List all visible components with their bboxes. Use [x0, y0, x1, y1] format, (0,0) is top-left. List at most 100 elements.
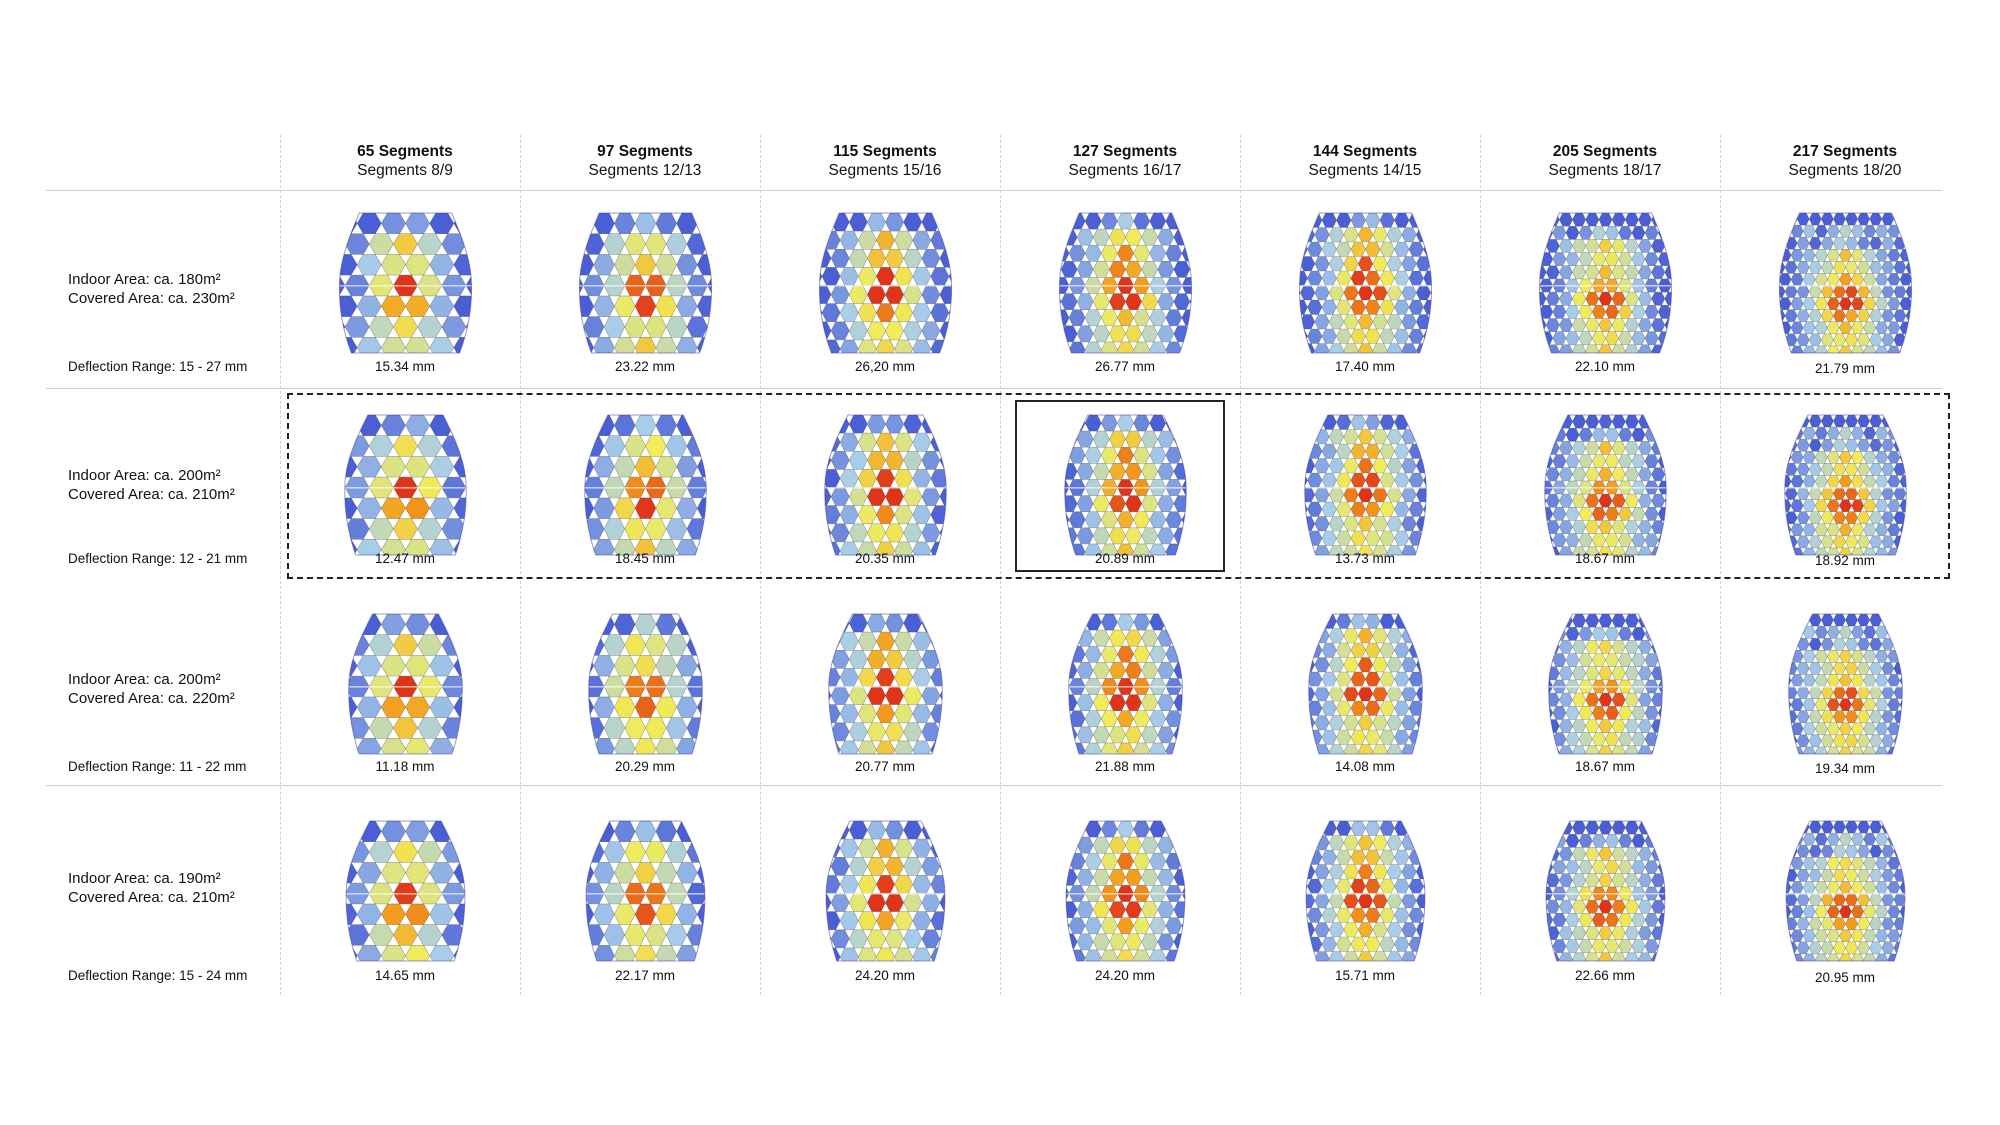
shell-segment — [867, 649, 886, 669]
shell-segment — [1863, 224, 1877, 238]
shell-segment — [583, 233, 605, 255]
shell-segment — [1415, 893, 1425, 909]
shell-deflection-map[interactable] — [573, 813, 718, 968]
shell-segment — [1321, 849, 1337, 865]
shell-deflection-map[interactable] — [1533, 407, 1678, 562]
shell-segment — [614, 295, 636, 317]
shell-deflection-map[interactable] — [1533, 606, 1678, 761]
column-header: 97 Segments Segments 12/13 — [525, 142, 765, 180]
shell-deflection-map[interactable] — [813, 813, 958, 968]
shell-segment — [586, 903, 595, 925]
shell-segment — [368, 924, 394, 946]
shell-segment — [1539, 331, 1540, 346]
shell-segment — [1572, 213, 1587, 227]
shell-segment — [1431, 745, 1438, 760]
shell-segment — [1893, 710, 1903, 724]
max-deflection-value: 20.89 mm — [1094, 551, 1156, 566]
shell-deflection-map[interactable] — [813, 205, 958, 360]
shell-deflection-map[interactable] — [1293, 813, 1438, 968]
shell-segment — [839, 668, 859, 687]
shell-segment — [1328, 285, 1345, 301]
shell-segment — [1857, 941, 1871, 955]
shell-deflection-map[interactable] — [1293, 606, 1438, 761]
shell-segment — [1827, 832, 1840, 846]
shell-segment — [1578, 225, 1593, 240]
shell-deflection-map[interactable] — [333, 606, 478, 761]
shell-segment — [1814, 224, 1828, 238]
shell-segment — [1133, 614, 1151, 631]
shell-segment — [1863, 746, 1877, 754]
shell-segment — [466, 635, 478, 656]
shell-segment — [857, 875, 877, 894]
shell-segment — [676, 337, 698, 353]
shell-segment — [1638, 926, 1652, 940]
shell-segment — [939, 321, 952, 341]
shell-segment — [1350, 213, 1366, 228]
shell-segment — [708, 925, 718, 946]
shell-segment — [1827, 321, 1840, 335]
shell-segment — [1386, 285, 1403, 301]
shell-segment — [1591, 706, 1606, 720]
shell-deflection-map[interactable] — [1053, 813, 1198, 968]
max-deflection-value: 15.71 mm — [1334, 968, 1396, 983]
shell-deflection-map[interactable] — [1773, 606, 1918, 761]
shell-segment — [1814, 929, 1828, 943]
shell-deflection-map[interactable] — [573, 407, 718, 562]
shell-deflection-map[interactable] — [573, 205, 718, 360]
column-divider — [1720, 135, 1721, 995]
shell-deflection-map[interactable] — [1053, 205, 1198, 360]
shell-deflection-map[interactable] — [1053, 606, 1198, 761]
shell-segment — [1117, 710, 1134, 728]
shell-segment — [1365, 213, 1381, 228]
shell-deflection-map[interactable] — [1773, 205, 1918, 360]
shell-segment — [1833, 213, 1846, 226]
shell-segment — [1559, 213, 1573, 227]
shell-segment — [1912, 747, 1918, 759]
shell-segment — [453, 738, 463, 754]
shell-deflection-map[interactable] — [1293, 407, 1438, 562]
shell-segment — [1181, 710, 1183, 728]
shell-segment — [1357, 314, 1374, 330]
shell-deflection-map[interactable] — [1053, 407, 1198, 562]
shell-segment — [1306, 849, 1308, 865]
selected-variant-frame[interactable] — [1015, 400, 1225, 572]
shell-segment — [1076, 694, 1094, 711]
shell-segment — [1863, 881, 1877, 894]
shell-segment — [1578, 939, 1593, 954]
shell-segment — [686, 316, 708, 338]
shell-deflection-map[interactable] — [813, 407, 958, 562]
shell-segment — [1671, 680, 1678, 693]
shell-segment — [453, 862, 465, 884]
shell-segment — [1851, 953, 1864, 961]
shell-segment — [848, 929, 868, 949]
shell-segment — [676, 945, 698, 961]
shell-segment — [1125, 325, 1142, 343]
shell-deflection-map[interactable] — [333, 205, 478, 360]
shell-segment — [1875, 881, 1889, 894]
column-divider — [1480, 135, 1481, 995]
shell-deflection-map[interactable] — [333, 407, 478, 562]
shell-segment — [1611, 239, 1626, 253]
shell-segment — [1638, 847, 1652, 861]
shell-deflection-map[interactable] — [1773, 813, 1918, 968]
shell-deflection-map[interactable] — [333, 813, 478, 968]
shell-segment — [1401, 256, 1417, 272]
shell-segment — [603, 924, 626, 946]
shell-segment — [1293, 730, 1308, 745]
shell-segment — [1796, 893, 1810, 906]
shell-segment — [1845, 734, 1858, 748]
shell-deflection-map[interactable] — [1533, 813, 1678, 968]
shell-segment — [1875, 224, 1889, 238]
shell-segment — [1084, 710, 1102, 728]
shell-segment — [1875, 856, 1889, 870]
shell-deflection-map[interactable] — [1293, 205, 1438, 360]
shell-segment — [813, 632, 822, 650]
shell-segment — [1665, 693, 1678, 706]
shell-segment — [848, 248, 868, 268]
shell-deflection-map[interactable] — [1533, 205, 1678, 360]
shell-deflection-map[interactable] — [813, 606, 958, 761]
shell-deflection-map[interactable] — [573, 606, 718, 761]
shell-deflection-map[interactable] — [1773, 407, 1918, 562]
shell-segment — [1408, 878, 1424, 894]
shell-segment — [708, 635, 718, 656]
